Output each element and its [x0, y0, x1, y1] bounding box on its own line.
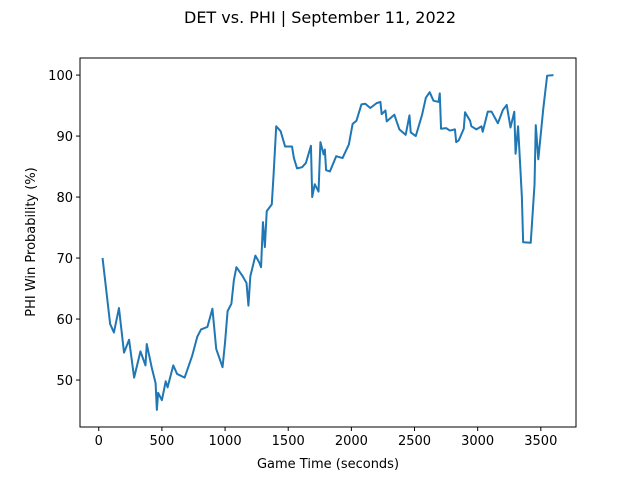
x-tick-label: 3000 [461, 434, 494, 449]
x-tick-label: 1500 [272, 434, 305, 449]
x-tick-label: 0 [95, 434, 103, 449]
y-tick-label: 70 [56, 252, 73, 267]
x-tick-label: 2500 [398, 434, 431, 449]
x-tick-label: 3500 [524, 434, 557, 449]
y-axis-label: PHI Win Probability (%) [24, 167, 39, 316]
x-tick-label: 2000 [335, 434, 368, 449]
data-line [101, 74, 554, 411]
y-tick-label: 50 [56, 374, 73, 389]
y-tick-label: 100 [48, 69, 73, 84]
plot-frame [79, 57, 577, 428]
x-tick-label: 500 [149, 434, 174, 449]
y-tick-label: 60 [56, 313, 73, 328]
chart-title: DET vs. PHI | September 11, 2022 [184, 8, 456, 27]
x-axis-label: Game Time (seconds) [257, 457, 399, 472]
x-tick-label: 1000 [209, 434, 242, 449]
y-tick-label: 90 [56, 130, 73, 145]
y-tick-label: 80 [56, 191, 73, 206]
